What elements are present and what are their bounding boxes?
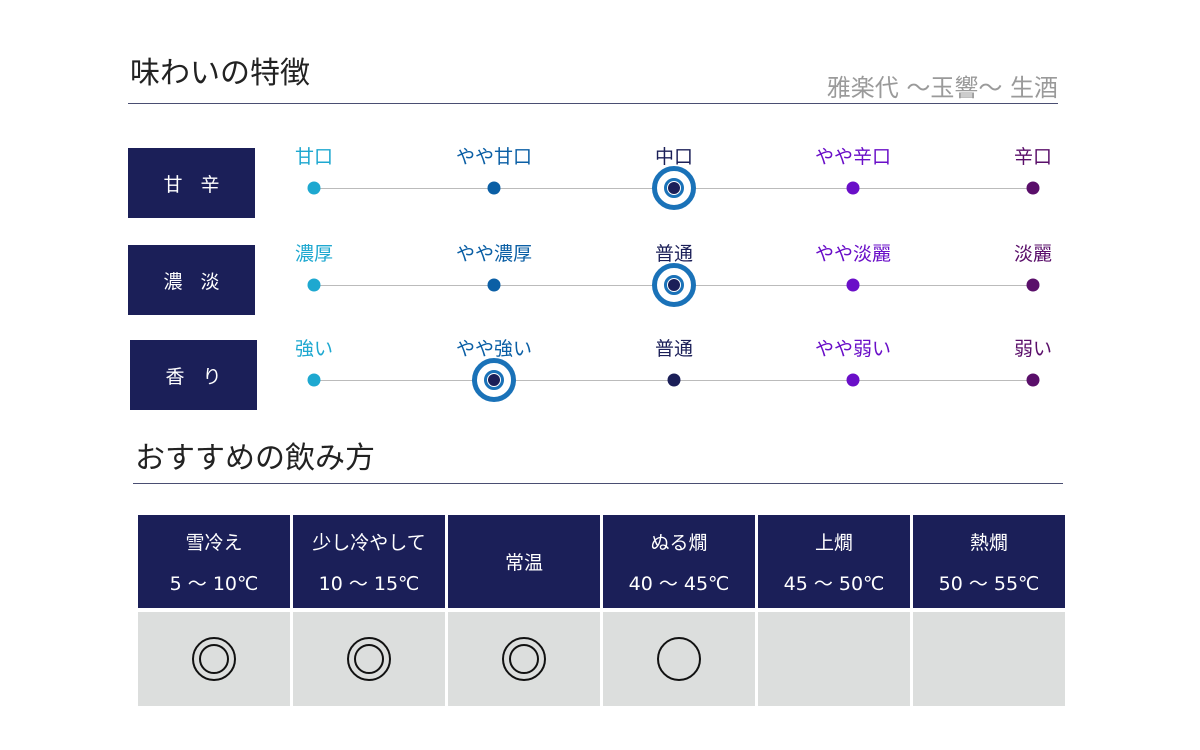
double-circle-icon [347, 637, 391, 681]
serving-name: 熱燗 [969, 531, 1008, 554]
taste-level-dot [307, 373, 321, 387]
serving-rating [913, 612, 1065, 706]
double-circle-icon [502, 637, 546, 681]
taste-level-label: やや濃厚 [455, 243, 533, 265]
taste-level-label: やや甘口 [455, 146, 533, 168]
serving-column: 熱燗 50 〜 55℃ [913, 515, 1065, 706]
divider [133, 483, 1063, 484]
taste-level-dot [307, 181, 321, 195]
serving-rating [293, 612, 445, 706]
selected-level-marker [652, 263, 696, 307]
taste-row-label: 甘辛 [128, 148, 255, 218]
taste-level-dot [667, 373, 681, 387]
taste-level-dot [1026, 181, 1040, 195]
serving-temp: 50 〜 55℃ [938, 572, 1040, 595]
serving-column: 常温 [448, 515, 600, 706]
taste-level-label: 普通 [654, 338, 694, 360]
serving-rating [603, 612, 755, 706]
serving-rating [448, 612, 600, 706]
serving-temp: 40 〜 45℃ [628, 572, 730, 595]
serving-section-title: おすすめの飲み方 [135, 441, 375, 476]
taste-level-label: 弱い [1013, 338, 1053, 360]
serving-column: 上燗 45 〜 50℃ [758, 515, 910, 706]
serving-column: 少し冷やして 10 〜 15℃ [293, 515, 445, 706]
taste-row-label: 香り [130, 340, 257, 410]
taste-level-label: やや淡麗 [814, 243, 892, 265]
taste-level-dot [846, 278, 860, 292]
serving-column: ぬる燗 40 〜 45℃ [603, 515, 755, 706]
serving-column: 雪冷え 5 〜 10℃ [138, 515, 290, 706]
serving-rating [138, 612, 290, 706]
taste-row-label: 濃淡 [128, 245, 255, 315]
taste-level-label: 強い [294, 338, 334, 360]
double-circle-icon [192, 637, 236, 681]
taste-level-dot [307, 278, 321, 292]
taste-level-dot [846, 373, 860, 387]
serving-rating [758, 612, 910, 706]
serving-name: 上燗 [814, 531, 853, 554]
taste-level-label: 辛口 [1013, 146, 1053, 168]
selected-level-marker [652, 166, 696, 210]
circle-icon [657, 637, 701, 681]
taste-level-label: やや弱い [814, 338, 892, 360]
serving-name: 常温 [504, 552, 543, 574]
taste-level-label: 中口 [654, 146, 694, 168]
serving-name: 雪冷え [185, 531, 243, 554]
taste-level-label: 甘口 [294, 146, 334, 168]
taste-level-dot [487, 181, 501, 195]
serving-temp: 45 〜 50℃ [783, 572, 885, 595]
divider [128, 103, 1058, 104]
taste-level-label: 濃厚 [294, 243, 334, 265]
serving-name: 少し冷やして [312, 531, 426, 554]
taste-level-dot [487, 278, 501, 292]
taste-level-label: 淡麗 [1013, 243, 1053, 265]
taste-level-label: 普通 [654, 243, 694, 265]
selected-level-marker [472, 358, 516, 402]
serving-temp: 5 〜 10℃ [169, 572, 259, 595]
taste-level-dot [846, 181, 860, 195]
taste-section-title: 味わいの特徴 [130, 56, 310, 91]
product-name: 雅楽代 〜玉響〜 生酒 [826, 74, 1058, 102]
serving-temp: 10 〜 15℃ [318, 572, 420, 595]
taste-level-dot [1026, 278, 1040, 292]
taste-level-dot [1026, 373, 1040, 387]
taste-level-label: やや辛口 [814, 146, 892, 168]
serving-name: ぬる燗 [650, 531, 708, 554]
taste-level-label: やや強い [455, 338, 533, 360]
